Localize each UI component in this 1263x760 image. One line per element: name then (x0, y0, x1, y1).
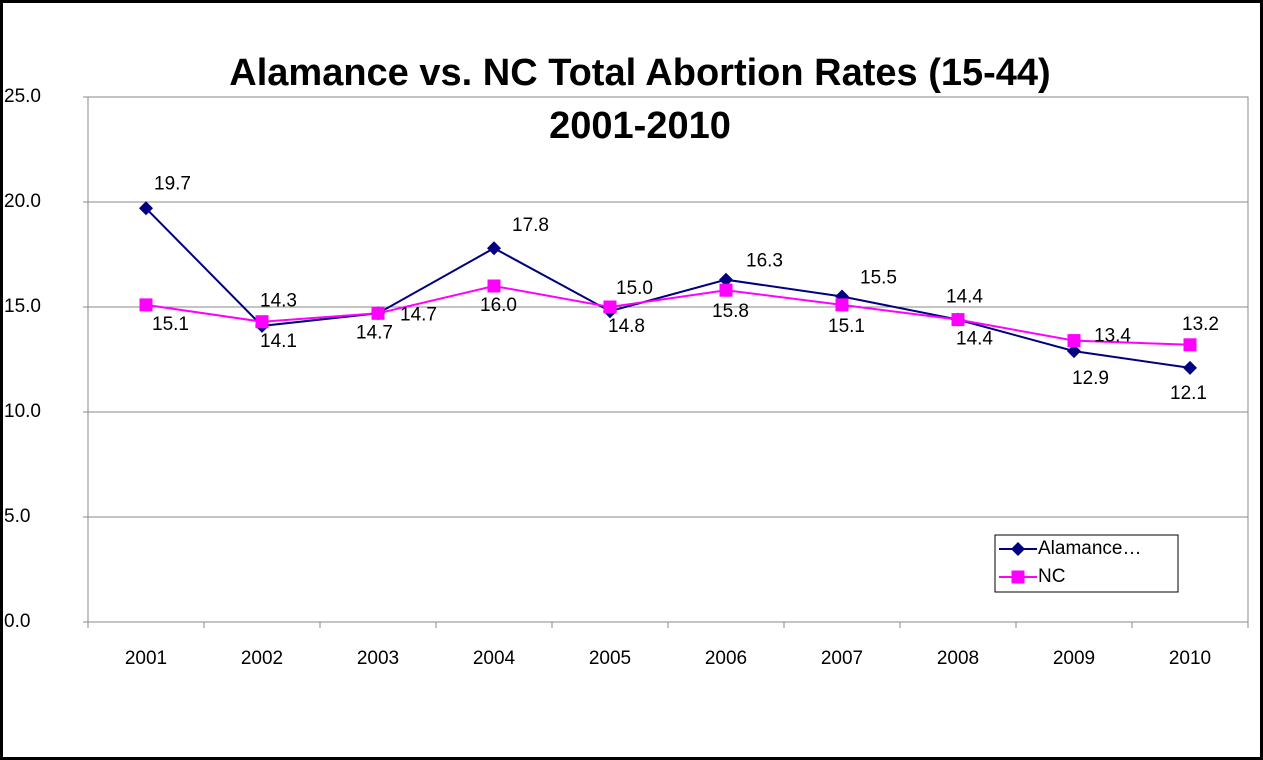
x-tick-label: 2010 (1169, 648, 1211, 669)
chart-title: Alamance vs. NC Total Abortion Rates (15… (229, 52, 1050, 94)
data-label: 15.1 (828, 316, 865, 337)
data-label: 12.1 (1170, 383, 1207, 404)
data-label: 14.4 (946, 287, 983, 308)
marker (835, 298, 849, 312)
x-tick-label: 2003 (357, 648, 399, 669)
y-tick-label: 5.0 (4, 506, 30, 527)
data-label: 13.2 (1182, 314, 1219, 335)
series-line (145, 207, 1191, 369)
x-tick-label: 2008 (937, 648, 979, 669)
marker (1183, 338, 1197, 352)
data-label: 15.8 (712, 301, 749, 322)
data-label: 14.4 (956, 329, 993, 350)
marker (719, 283, 733, 297)
y-tick-label: 25.0 (4, 86, 41, 107)
data-label: 12.9 (1072, 368, 1109, 389)
x-tick-label: 2002 (241, 648, 283, 669)
data-label: 15.5 (860, 268, 897, 289)
data-label: 19.7 (154, 173, 191, 194)
x-tick-label: 2001 (125, 648, 167, 669)
series-line (145, 284, 1191, 346)
marker (371, 306, 385, 320)
data-label: 16.0 (480, 295, 517, 316)
chart-subtitle: 2001-2010 (549, 105, 731, 147)
marker (1067, 344, 1081, 359)
legend-label: NC (1038, 566, 1065, 587)
data-label: 14.7 (400, 304, 437, 325)
x-tick-label: 2005 (589, 648, 631, 669)
marker (139, 201, 153, 216)
marker (719, 272, 733, 287)
legend-label: Alamance… (1038, 538, 1142, 559)
data-label: 14.8 (608, 316, 645, 337)
marker (1183, 360, 1197, 375)
legend-box (994, 534, 1179, 593)
marker (255, 315, 269, 329)
marker (1067, 334, 1081, 348)
marker (951, 313, 965, 327)
data-label: 14.1 (260, 331, 297, 352)
data-label: 14.7 (356, 322, 393, 343)
y-tick-label: 20.0 (4, 191, 41, 212)
x-tick-label: 2007 (821, 648, 863, 669)
marker (487, 279, 501, 293)
y-tick-label: 15.0 (4, 296, 41, 317)
legend-marker (1011, 542, 1025, 556)
legend-marker (1011, 570, 1025, 584)
data-label: 16.3 (746, 251, 783, 272)
data-label: 13.4 (1094, 326, 1131, 347)
marker (139, 298, 153, 312)
x-tick-label: 2004 (473, 648, 516, 669)
x-tick-label: 2006 (705, 648, 747, 669)
data-label: 15.1 (152, 314, 189, 335)
y-tick-label: 0.0 (4, 611, 30, 632)
data-label: 15.0 (616, 278, 653, 299)
marker (487, 241, 501, 256)
data-label: 14.3 (260, 291, 297, 312)
marker (603, 300, 617, 314)
y-tick-label: 10.0 (4, 401, 41, 422)
x-tick-label: 2009 (1053, 648, 1095, 669)
data-label: 17.8 (512, 215, 549, 236)
